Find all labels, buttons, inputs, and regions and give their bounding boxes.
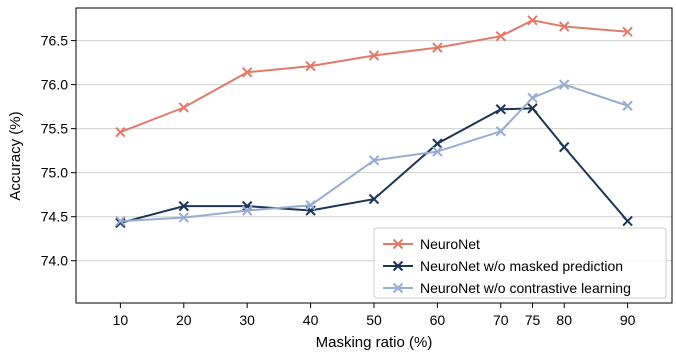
data-point	[305, 60, 316, 72]
data-point	[178, 200, 189, 212]
data-point	[241, 200, 253, 212]
series-line	[120, 19, 628, 134]
legend-item: NeuroNet	[383, 236, 480, 252]
legend-marker	[392, 282, 404, 294]
series-1	[115, 15, 633, 138]
x-axis: 10 20 30 40 50 60 70 75 80 90	[113, 303, 636, 328]
x-tick-label: 10	[113, 312, 129, 328]
data-point	[495, 104, 507, 115]
data-point	[559, 21, 570, 32]
data-point	[115, 217, 126, 229]
y-tick-label: 74.0	[41, 253, 68, 269]
data-point	[178, 102, 189, 113]
series-layer	[115, 15, 633, 229]
data-point	[622, 26, 633, 37]
data-point	[368, 193, 380, 205]
data-point	[559, 141, 570, 153]
series-line	[120, 107, 629, 224]
x-tick-label: 40	[303, 312, 319, 328]
legend-item: NeuroNet w/o masked prediction	[383, 258, 623, 274]
data-point	[178, 212, 189, 223]
data-point	[241, 205, 253, 216]
x-tick-label: 75	[525, 312, 541, 328]
y-axis: 74.0 74.5 75.0 75.5 76.0 76.5	[41, 33, 76, 269]
y-tick-label: 76.0	[41, 77, 68, 93]
legend-label: NeuroNet w/o masked prediction	[420, 258, 623, 274]
legend-item: NeuroNet w/o contrastive learning	[383, 280, 631, 296]
y-tick-label: 74.5	[41, 209, 68, 225]
y-tick-label: 76.5	[41, 33, 68, 49]
legend-label: NeuroNet w/o contrastive learning	[420, 280, 631, 296]
legend-marker	[392, 238, 404, 250]
data-point	[622, 100, 633, 111]
x-tick-label: 90	[620, 312, 636, 328]
legend-label: NeuroNet	[420, 236, 480, 252]
x-tick-label: 30	[239, 312, 255, 328]
data-point	[432, 138, 443, 149]
x-tick-label: 70	[493, 312, 509, 328]
data-point	[368, 155, 380, 166]
data-point	[305, 200, 316, 211]
x-tick-label: 20	[176, 312, 192, 328]
series-2	[115, 103, 633, 229]
legend-box	[373, 227, 667, 299]
series-3	[115, 79, 633, 227]
legend: NeuroNet NeuroNet w/o masked prediction Ne…	[373, 227, 667, 299]
data-point	[495, 126, 507, 137]
data-point	[432, 42, 443, 53]
data-point	[368, 50, 380, 61]
data-point	[527, 103, 538, 114]
data-point	[115, 126, 126, 138]
y-tick-label: 75.5	[41, 121, 68, 137]
y-axis-title: Accuracy (%)	[7, 111, 24, 200]
y-tick-label: 75.0	[41, 165, 68, 181]
x-tick-label: 50	[366, 312, 382, 328]
x-axis-title: Masking ratio (%)	[316, 334, 433, 351]
x-tick-label: 80	[556, 312, 572, 328]
data-point	[495, 30, 507, 42]
data-point	[432, 146, 443, 157]
data-point	[115, 215, 126, 227]
series-line	[120, 83, 628, 223]
data-point	[527, 92, 538, 104]
data-point	[559, 79, 570, 90]
x-tick-label: 60	[430, 312, 446, 328]
data-point	[241, 67, 253, 78]
data-point	[622, 215, 633, 227]
data-point	[527, 15, 538, 26]
legend-marker	[392, 260, 404, 272]
